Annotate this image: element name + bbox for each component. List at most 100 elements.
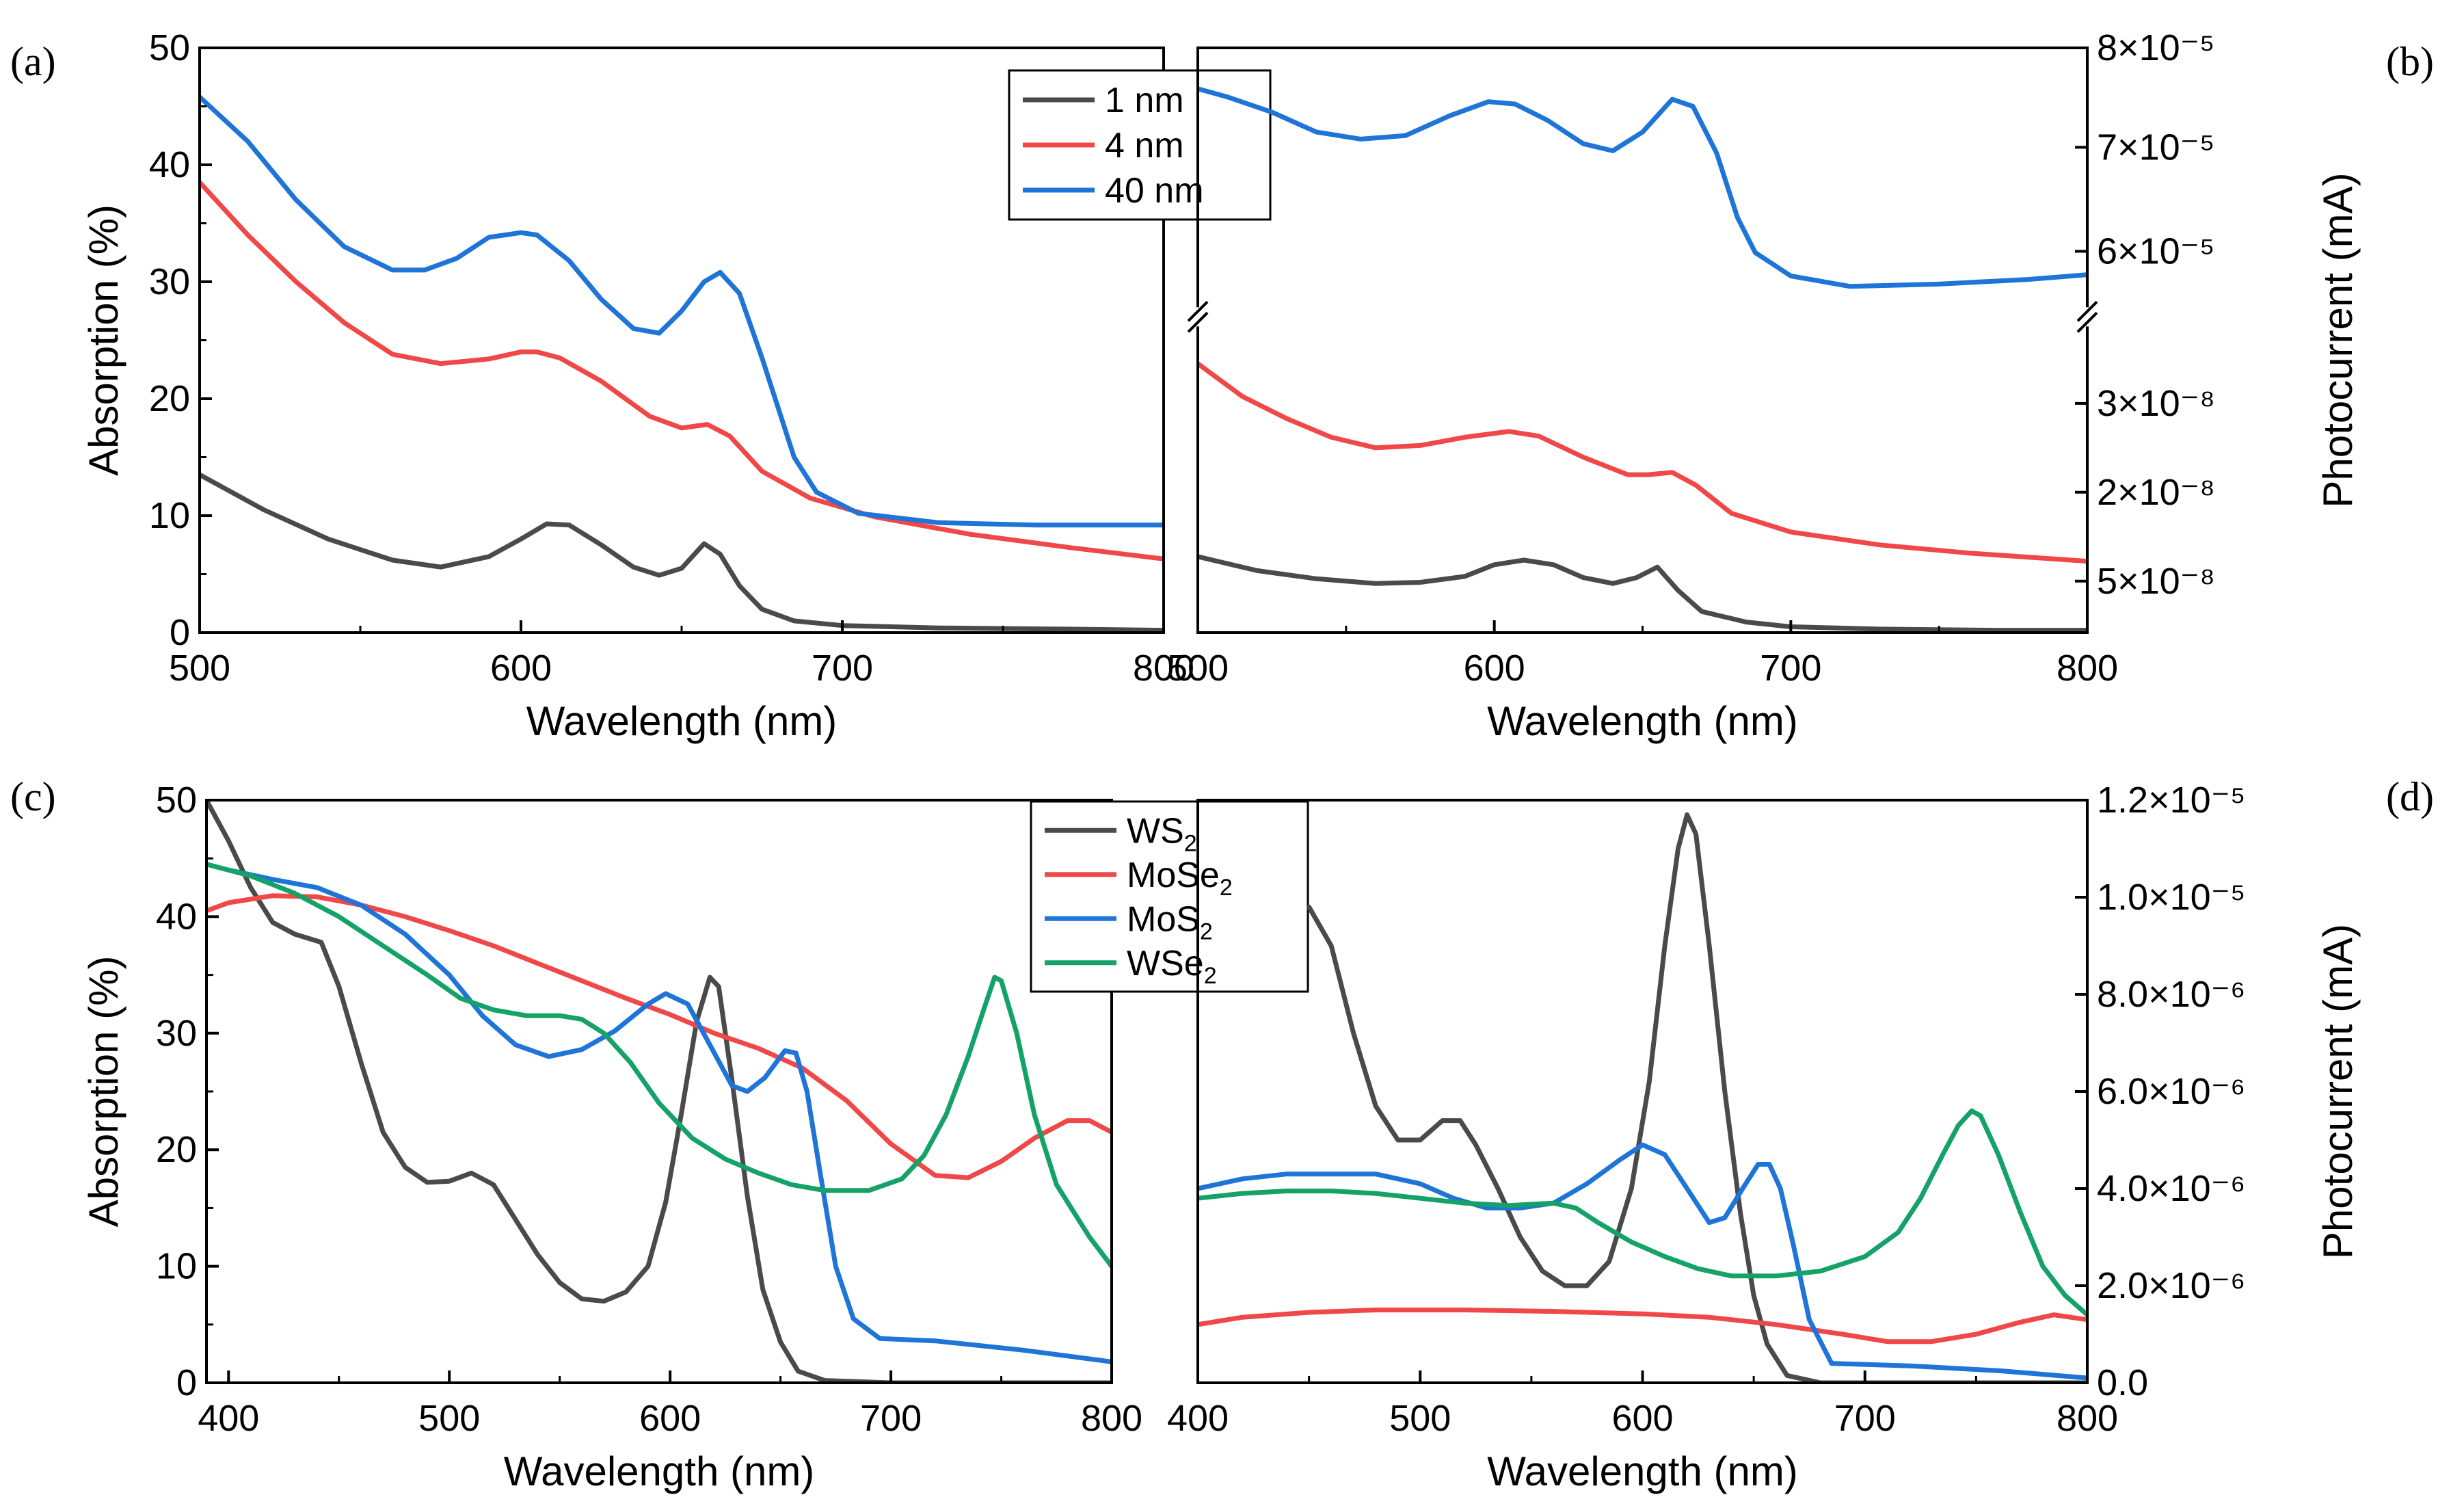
series-line-b-40nm [1198, 86, 2087, 289]
legend-entry-text: WS [1127, 811, 1184, 851]
panel-label-a: (a) [10, 39, 56, 84]
y-tick-label: 10 [156, 1246, 197, 1287]
panel-label-d: (d) [2386, 774, 2434, 819]
x-tick-label: 800 [1133, 648, 1194, 689]
series-line-d-ws2 [1307, 812, 2087, 1383]
axis-break-mark [1187, 300, 1209, 322]
axis-break-mark [1187, 311, 1209, 333]
y-tick-label: 8×10⁻⁵ [2097, 27, 2215, 68]
x-tick-label: 600 [1611, 1398, 1673, 1439]
y-tick-label: 2×10⁻⁸ [2097, 472, 2215, 513]
x-tick-label: 500 [1389, 1398, 1451, 1439]
y-tick-label: 0.0 [2097, 1362, 2148, 1403]
x-axis-label: Wavelength (nm) [1487, 698, 1798, 744]
x-tick-label: 600 [490, 648, 552, 689]
y-tick-label: 5×10⁻⁸ [2097, 561, 2215, 602]
y-tick-label: 4.0×10⁻⁶ [2097, 1168, 2245, 1209]
legend-entry-text: 40 nm [1105, 171, 1204, 211]
x-tick-label: 700 [1834, 1398, 1896, 1439]
series-line-a-4nm [200, 180, 1164, 561]
legend-entry-text: WSe [1127, 944, 1204, 983]
legend-entry-subscript: 2 [1220, 875, 1233, 901]
y-tick-label: 1.2×10⁻⁵ [2097, 780, 2246, 821]
legend-entry: MoSe2 [1127, 856, 1233, 901]
y-tick-label: 1.0×10⁻⁵ [2097, 877, 2246, 918]
y-tick-label: 7×10⁻⁵ [2097, 127, 2215, 168]
legend-box [1030, 800, 1309, 993]
x-axis-label: Wavelength (nm) [1487, 1448, 1798, 1494]
axis-break-gap [2080, 307, 2094, 327]
series-line-d-mose2 [1198, 1308, 2087, 1345]
x-tick-label: 500 [418, 1398, 480, 1439]
legend-entry-subscript: 2 [1200, 918, 1213, 944]
legend-entry: WS2 [1127, 811, 1197, 856]
y-tick-label: 40 [156, 896, 197, 937]
y-tick-label: 20 [156, 1129, 197, 1170]
series-line-c-wse2 [206, 862, 1112, 1269]
series-line-d-mos2 [1198, 1142, 2087, 1381]
x-axis-label: Wavelength (nm) [504, 1448, 815, 1494]
y-tick-label: 6.0×10⁻⁶ [2097, 1071, 2245, 1112]
y-tick-label: 0 [176, 1362, 197, 1403]
y-tick-label: 40 [149, 144, 190, 185]
y-axis-label: Absorption (%) [81, 204, 126, 476]
y-tick-label: 50 [149, 27, 190, 68]
legend-entry-text: 4 nm [1105, 126, 1184, 165]
x-tick-label: 800 [1081, 1398, 1142, 1439]
series-line-c-mos2 [206, 862, 1112, 1364]
x-tick-label: 800 [2057, 648, 2118, 689]
x-tick-label: 700 [860, 1398, 922, 1439]
y-tick-label: 0 [170, 612, 190, 653]
legend-entry: WSe2 [1127, 944, 1217, 989]
y-tick-label: 3×10⁻⁸ [2097, 383, 2215, 424]
panel-b: (b) 500 600 700 800 5×10⁻⁸ 2×10⁻⁸ 3×10⁻⁸ 6×10⁻⁵… [1167, 27, 2434, 744]
y-axis-label: Photocurrent (mA) [2315, 172, 2361, 507]
x-axis-label: Wavelength (nm) [526, 698, 838, 744]
x-tick-label: 700 [1760, 648, 1821, 689]
y-axis-label: Absorption (%) [81, 956, 126, 1228]
x-tick-label: 800 [2057, 1398, 2118, 1439]
panel-label-b: (b) [2386, 39, 2434, 84]
y-tick-label: 50 [156, 780, 197, 821]
series-line-b-1nm [1198, 554, 2087, 633]
x-tick-label: 600 [639, 1398, 701, 1439]
y-axis-label: Photocurrent (mA) [2315, 924, 2361, 1259]
series-line-a-40nm [200, 94, 1164, 528]
axis-break-mark [2076, 311, 2098, 333]
y-tick-label: 30 [156, 1013, 197, 1054]
series-line-b-4nm [1198, 361, 2087, 564]
x-tick-label: 600 [1464, 648, 1525, 689]
x-tick-label: 700 [812, 648, 873, 689]
x-tick-label: 500 [169, 648, 230, 689]
axis-break-gap [1191, 307, 1205, 327]
plot-frame [1196, 799, 2089, 1384]
panel-c: (c) 400 500 600 700 800 0 10 20 30 40 50 Wavelength… [10, 774, 1309, 1494]
x-tick-label: 400 [1167, 1398, 1229, 1439]
legend-entry-text: 1 nm [1105, 81, 1184, 120]
y-tick-label: 20 [149, 378, 190, 419]
legend-entry: MoS2 [1127, 899, 1213, 944]
y-tick-label: 10 [149, 495, 190, 536]
series-line-c-ws2 [206, 800, 1112, 1383]
y-tick-label: 6×10⁻⁵ [2097, 231, 2215, 272]
legend-entry: 1 nm [1105, 81, 1184, 120]
x-tick-label: 400 [198, 1398, 259, 1439]
axis-break-mark [2076, 300, 2098, 322]
legend-entry-subscript: 2 [1204, 963, 1217, 989]
series-line-a-1nm [200, 472, 1164, 633]
legend-entry-text: MoSe [1127, 856, 1220, 895]
legend-entry: 4 nm [1105, 126, 1184, 165]
plot-frame [205, 799, 1113, 1384]
y-tick-label: 30 [149, 261, 190, 302]
y-tick-label: 8.0×10⁻⁶ [2097, 974, 2245, 1015]
x-tick-label: 500 [1167, 648, 1229, 689]
legend-entry-text: MoS [1127, 899, 1200, 939]
legend-entry-subscript: 2 [1184, 830, 1197, 856]
y-tick-label: 2.0×10⁻⁶ [2097, 1265, 2245, 1306]
legend-entry: 40 nm [1105, 171, 1204, 211]
panel-a: (a) 500 600 700 800 0 10 20 30 40 50 Wavelength (n… [10, 27, 1272, 744]
series-line-d-wse2 [1198, 1108, 2087, 1318]
panel-label-c: (c) [10, 774, 56, 819]
